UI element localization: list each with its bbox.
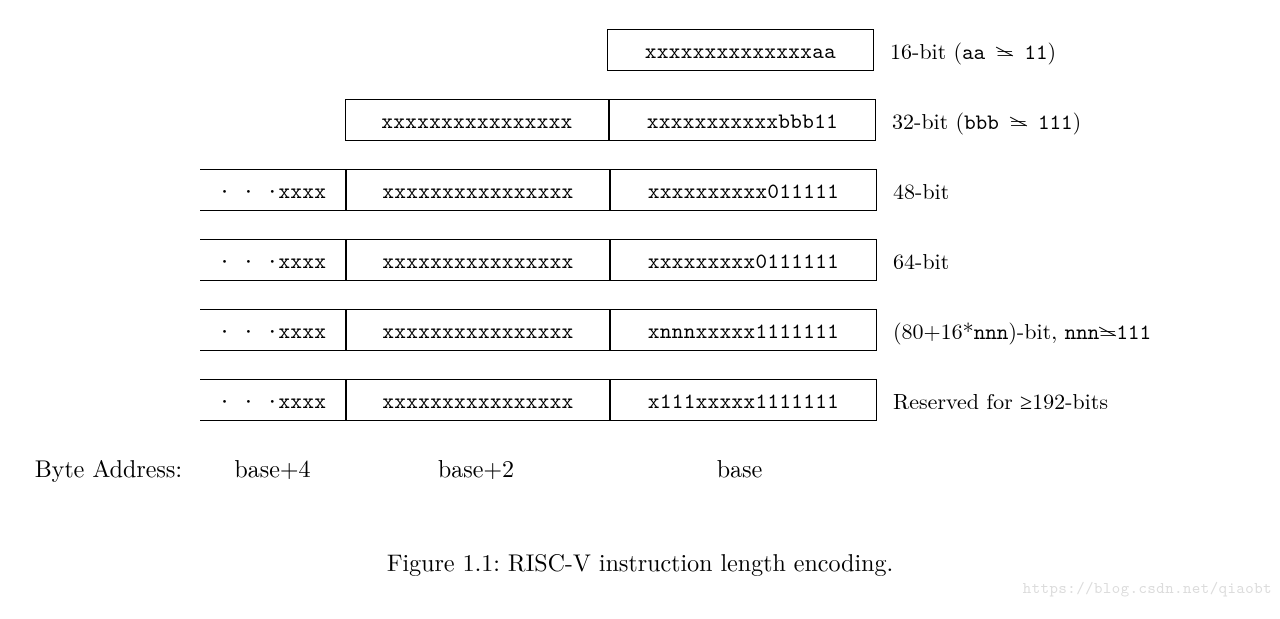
figure-caption: Figure 1.1: RISC-V instruction length en…: [0, 544, 1280, 578]
ext-cell: · · ·xxxx: [200, 379, 346, 421]
base-cell: xxxxxxxxxxxxxxaa: [607, 29, 874, 71]
addr-base-plus-4: base+4: [200, 450, 345, 484]
row-desc-reserved: Reserved for ≥192-bits: [893, 385, 1108, 416]
encoding-row-reserved: · · ·xxxx xxxxxxxxxxxxxxxx x111xxxxx1111…: [0, 378, 1280, 422]
row-desc-16bit: 16-bit (aa = 11): [890, 35, 1056, 66]
watermark-text: https://blog.csdn.net/qiaobt: [1023, 578, 1272, 599]
ext-cell: · · ·xxxx: [200, 239, 346, 281]
addr-base: base: [607, 450, 872, 484]
mid-cell: xxxxxxxxxxxxxxxx: [346, 239, 610, 281]
mid-cell: xxxxxxxxxxxxxxxx: [346, 379, 610, 421]
ext-cell: · · ·xxxx: [200, 309, 346, 351]
neq-symbol: =: [1099, 315, 1116, 346]
byte-address-row: Byte Address: base+4 base+2 base: [0, 450, 1280, 484]
row-desc-48bit: 48-bit: [893, 175, 949, 206]
mid-cell: xxxxxxxxxxxxxxxx: [346, 309, 610, 351]
neq-symbol: =: [1010, 105, 1027, 136]
encoding-row-64bit: · · ·xxxx xxxxxxxxxxxxxxxx xxxxxxxxx0111…: [0, 238, 1280, 282]
addr-base-plus-2: base+2: [345, 450, 607, 484]
encoding-row-16bit: xxxxxxxxxxxxxxaa 16-bit (aa = 11): [0, 28, 1280, 72]
byte-address-label: Byte Address:: [0, 450, 200, 484]
row-desc-64bit: 64-bit: [893, 245, 949, 276]
base-cell: xnnnxxxxx1111111: [610, 309, 877, 351]
encoding-row-80plus: · · ·xxxx xxxxxxxxxxxxxxxx xnnnxxxxx1111…: [0, 308, 1280, 352]
row-desc-32bit: 32-bit (bbb = 111): [892, 105, 1081, 136]
row-desc-80plus: (80+16*nnn)-bit, nnn=111: [893, 315, 1151, 346]
mid-cell: xxxxxxxxxxxxxxxx: [346, 169, 610, 211]
mid-cell: xxxxxxxxxxxxxxxx: [345, 99, 609, 141]
ext-cell: · · ·xxxx: [200, 169, 346, 211]
encoding-row-32bit: xxxxxxxxxxxxxxxx xxxxxxxxxxxbbb11 32-bit…: [0, 98, 1280, 142]
base-cell: xxxxxxxxx0111111: [610, 239, 877, 281]
encoding-row-48bit: · · ·xxxx xxxxxxxxxxxxxxxx xxxxxxxxxx011…: [0, 168, 1280, 212]
figure-canvas: xxxxxxxxxxxxxxaa 16-bit (aa = 11) xxxxxx…: [0, 0, 1280, 619]
base-cell: xxxxxxxxxx011111: [610, 169, 877, 211]
neq-symbol: =: [996, 35, 1013, 66]
base-cell: x111xxxxx1111111: [610, 379, 877, 421]
base-cell: xxxxxxxxxxxbbb11: [609, 99, 876, 141]
